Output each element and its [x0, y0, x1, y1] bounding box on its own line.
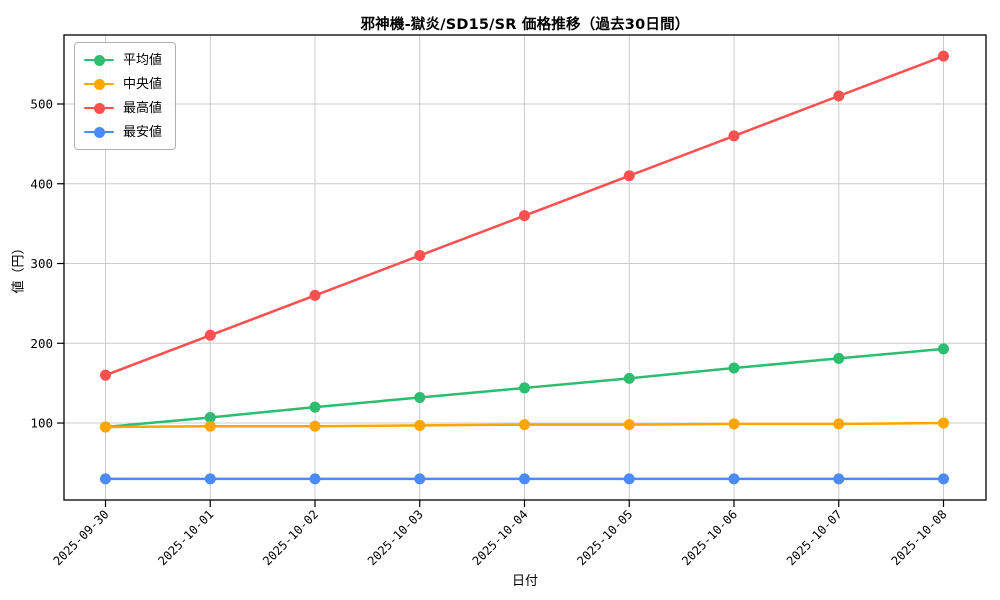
data-point-marker: [833, 90, 845, 102]
y-tick-label: 500: [30, 96, 53, 111]
y-tick-label: 100: [30, 416, 53, 431]
data-point-marker: [519, 382, 530, 394]
legend-item: 最高値: [84, 98, 162, 118]
legend-item: 最安値: [84, 122, 162, 142]
x-tick-label: 2025-10-02: [260, 507, 321, 568]
data-point-marker: [938, 50, 949, 62]
data-point-marker: [100, 473, 111, 485]
legend-series-marker-icon: [84, 78, 114, 90]
data-point-marker: [414, 392, 426, 404]
y-axis-label: 値（円）: [2, 35, 32, 500]
y-tick-label: 200: [30, 336, 53, 351]
legend-series-marker-icon: [84, 54, 114, 66]
data-point-marker: [519, 419, 530, 431]
x-tick-label: 2025-10-05: [574, 507, 635, 568]
data-point-marker: [204, 473, 216, 485]
legend-dot-icon: [93, 102, 105, 114]
data-point-marker: [309, 420, 321, 432]
data-point-marker: [623, 419, 635, 431]
data-point-marker: [623, 170, 635, 182]
legend-label: 中央値: [123, 76, 163, 92]
data-point-marker: [728, 473, 740, 485]
data-point-marker: [623, 473, 635, 485]
data-point-marker: [204, 420, 216, 432]
chart-title: 邪神機-獄炎/SD15/SR 価格推移（過去30日間）: [360, 17, 690, 33]
data-point-marker: [204, 411, 216, 423]
x-tick-label: 2025-09-30: [51, 507, 112, 568]
data-point-marker: [519, 210, 530, 222]
legend-item: 平均値: [84, 50, 162, 70]
data-point-marker: [309, 289, 321, 301]
legend-label: 平均値: [123, 52, 163, 68]
x-tick-label: 2025-10-08: [889, 507, 950, 568]
data-point-marker: [938, 343, 949, 355]
legend-dot-icon: [93, 126, 105, 138]
x-tick-label: 2025-10-01: [155, 507, 216, 568]
legend-label: 最安値: [123, 124, 163, 140]
data-point-marker: [728, 418, 740, 430]
data-point-marker: [309, 473, 321, 485]
data-point-marker: [938, 473, 949, 485]
data-point-marker: [414, 473, 426, 485]
legend-item: 中央値: [84, 74, 162, 94]
data-point-marker: [204, 329, 216, 341]
data-point-marker: [414, 250, 426, 262]
data-point-marker: [519, 473, 530, 485]
data-point-marker: [938, 417, 949, 429]
legend-label: 最高値: [123, 100, 163, 116]
data-point-marker: [728, 130, 740, 142]
x-tick-label: 2025-10-06: [679, 507, 740, 568]
y-tick-label: 400: [30, 176, 53, 191]
data-point-marker: [833, 352, 845, 364]
legend-series-marker-icon: [84, 102, 114, 114]
data-point-marker: [833, 418, 845, 430]
x-tick-label: 2025-10-04: [470, 507, 531, 568]
data-point-marker: [100, 421, 111, 433]
data-point-marker: [728, 362, 740, 374]
legend: 平均値中央値最高値最安値: [74, 42, 177, 150]
data-point-marker: [414, 419, 426, 431]
legend-series-marker-icon: [84, 126, 114, 138]
data-point-marker: [833, 473, 845, 485]
y-tick-label: 300: [30, 256, 53, 271]
x-tick-label: 2025-10-03: [365, 507, 426, 568]
data-point-marker: [100, 369, 111, 381]
legend-dot-icon: [93, 78, 105, 90]
data-point-marker: [309, 401, 321, 413]
data-point-marker: [623, 372, 635, 384]
y-axis-label-text: 値（円）: [11, 241, 27, 294]
x-tick-label: 2025-10-07: [784, 507, 845, 568]
x-axis-label: 日付: [511, 574, 538, 589]
legend-dot-icon: [93, 54, 105, 66]
